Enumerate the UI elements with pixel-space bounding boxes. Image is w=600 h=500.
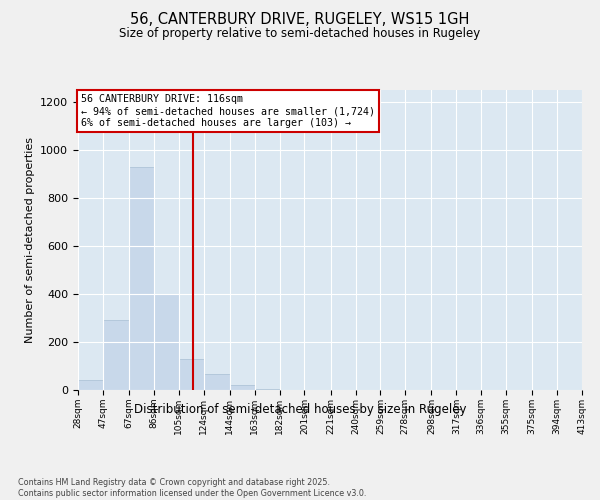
Bar	[154, 294, 179, 390]
Bar	[203, 374, 230, 390]
Text: Distribution of semi-detached houses by size in Rugeley: Distribution of semi-detached houses by …	[134, 402, 466, 415]
Text: 56, CANTERBURY DRIVE, RUGELEY, WS15 1GH: 56, CANTERBURY DRIVE, RUGELEY, WS15 1GH	[130, 12, 470, 28]
Bar	[78, 380, 103, 390]
Bar	[179, 359, 203, 390]
Bar	[129, 167, 154, 390]
Bar	[103, 320, 129, 390]
Text: Contains HM Land Registry data © Crown copyright and database right 2025.
Contai: Contains HM Land Registry data © Crown c…	[18, 478, 367, 498]
Text: 56 CANTERBURY DRIVE: 116sqm
← 94% of semi-detached houses are smaller (1,724)
6%: 56 CANTERBURY DRIVE: 116sqm ← 94% of sem…	[80, 94, 374, 128]
Bar	[230, 385, 255, 390]
Y-axis label: Number of semi-detached properties: Number of semi-detached properties	[25, 137, 35, 343]
Text: Size of property relative to semi-detached houses in Rugeley: Size of property relative to semi-detach…	[119, 28, 481, 40]
